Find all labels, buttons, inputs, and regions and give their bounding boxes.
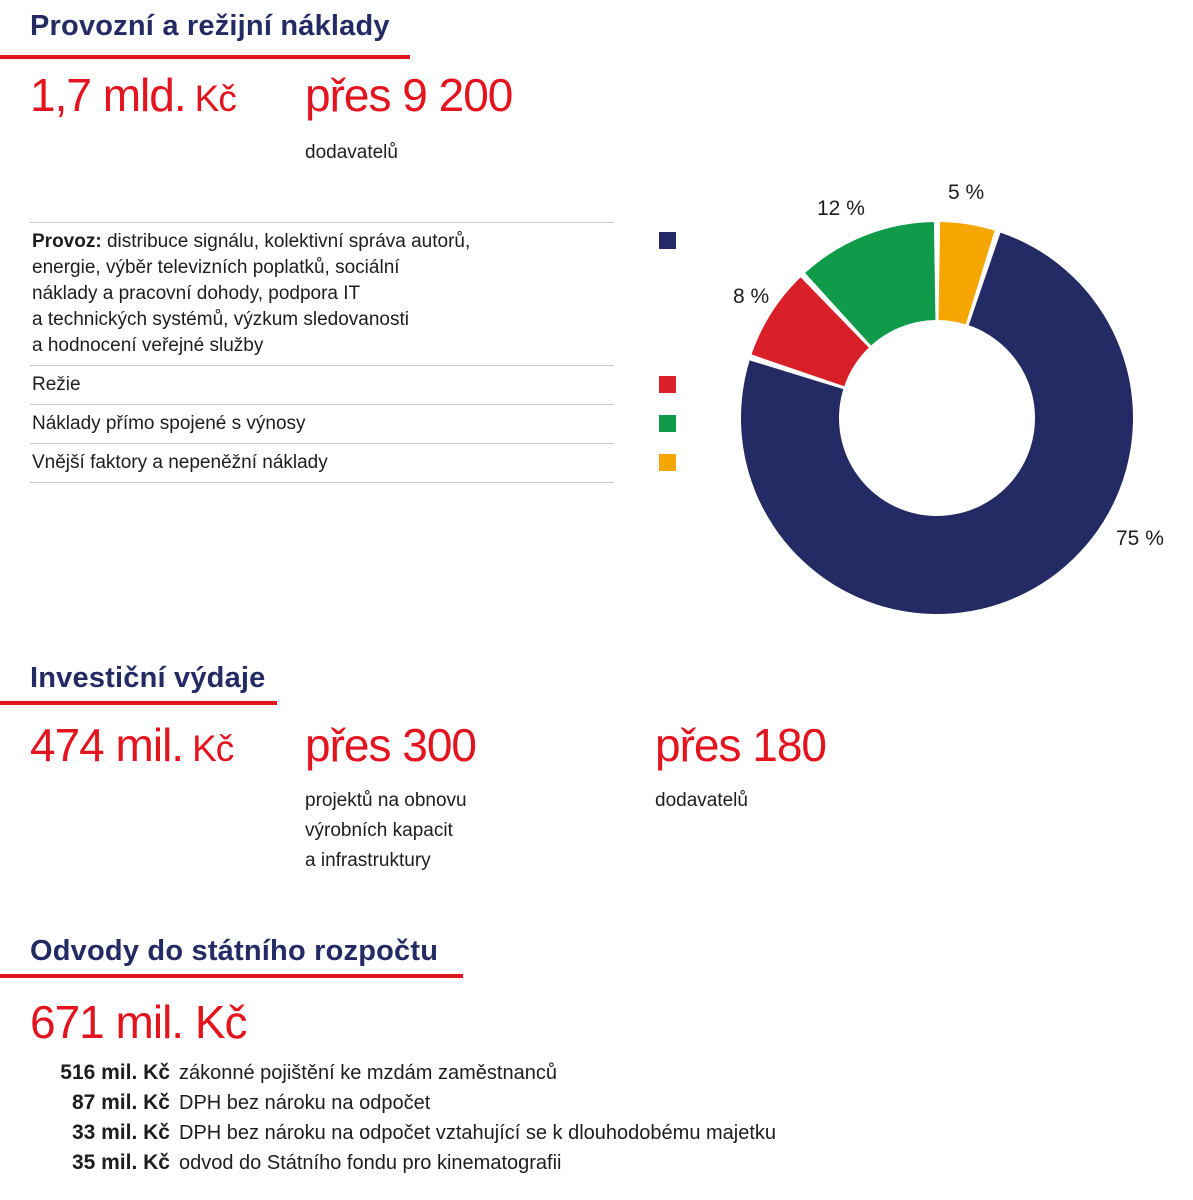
levy-description: DPH bez nároku na odpočet [179, 1092, 431, 1114]
investment-total-unit: Kč [192, 728, 234, 769]
legend-row: Režie [30, 365, 676, 404]
section-title-levies: Odvody do státního rozpočtu [30, 935, 439, 967]
legend-row: Provoz: distribuce signálu, kolektivní s… [30, 222, 676, 365]
legend-bottom-divider [30, 482, 614, 483]
legend-row: Náklady přímo spojené s výnosy [30, 404, 676, 443]
operating-suppliers-label: dodavatelů [305, 142, 398, 163]
donut-segment-green [805, 222, 936, 346]
operating-total-value: 1,7 mld. [30, 69, 187, 121]
operating-total-amount: 1,7 mld. Kč [30, 69, 237, 124]
investment-projects-count: přes 300 [305, 719, 477, 771]
legend-swatch-orange [659, 454, 676, 471]
operating-title-underline [0, 55, 410, 59]
levy-row: 87 mil. Kč DPH bez nároku na odpočet [30, 1088, 776, 1118]
levy-row: 33 mil. Kč DPH bez nároku na odpočet vzta… [30, 1118, 776, 1148]
operating-suppliers-count: přes 9 200 [305, 69, 513, 121]
section-title-investment: Investiční výdaje [30, 662, 266, 694]
investment-suppliers-label: dodavatelů [655, 790, 748, 811]
levies-title-underline [0, 974, 463, 978]
levies-total-amount: 671 mil. Kč [30, 996, 248, 1048]
legend-label: Vnější faktory a nepeněžní náklady [30, 443, 614, 482]
levy-row: 516 mil. Kč zákonné pojištění ke mzdám za… [30, 1058, 776, 1088]
levy-list: 516 mil. Kč zákonné pojištění ke mzdám za… [30, 1058, 776, 1178]
levy-amount: 516 mil. Kč [60, 1061, 170, 1084]
legend-label: Provoz: distribuce signálu, kolektivní s… [30, 222, 614, 365]
section-title-operating: Provozní a režijní náklady [30, 10, 390, 42]
legend-label: Režie [30, 365, 614, 404]
donut-segment-red [751, 277, 869, 387]
investment-title-underline [0, 701, 277, 705]
legend-swatch-navy [659, 232, 676, 249]
levy-description: odvod do Státního fondu pro kinematograf… [179, 1152, 562, 1174]
levy-amount: 35 mil. Kč [71, 1151, 170, 1174]
investment-suppliers-count: přes 180 [655, 719, 827, 771]
levy-description: zákonné pojištění ke mzdám zaměstnanců [179, 1062, 557, 1084]
donut-chart [741, 222, 1133, 614]
levy-amount: 87 mil. Kč [71, 1091, 170, 1114]
levy-row: 35 mil. Kč odvod do Státního fondu pro ki… [30, 1148, 776, 1178]
donut-segment-navy [741, 232, 1133, 614]
donut-segment-orange [938, 222, 995, 325]
legend-row: Vnější faktory a nepeněžní náklady [30, 443, 676, 482]
legend-label: Náklady přímo spojené s výnosy [30, 404, 614, 443]
levy-amount: 33 mil. Kč [71, 1121, 170, 1144]
operating-total-unit: Kč [194, 78, 237, 119]
investment-projects-label: projektů na obnovu výrobních kapacit a i… [305, 790, 467, 871]
legend-swatch-green [659, 415, 676, 432]
cost-legend: Provoz: distribuce signálu, kolektivní s… [30, 222, 676, 483]
investment-total-value: 474 mil. [30, 719, 184, 771]
levy-description: DPH bez nároku na odpočet vztahující se … [179, 1122, 777, 1144]
legend-swatch-red [659, 376, 676, 393]
investment-total-amount: 474 mil. Kč [30, 719, 234, 774]
